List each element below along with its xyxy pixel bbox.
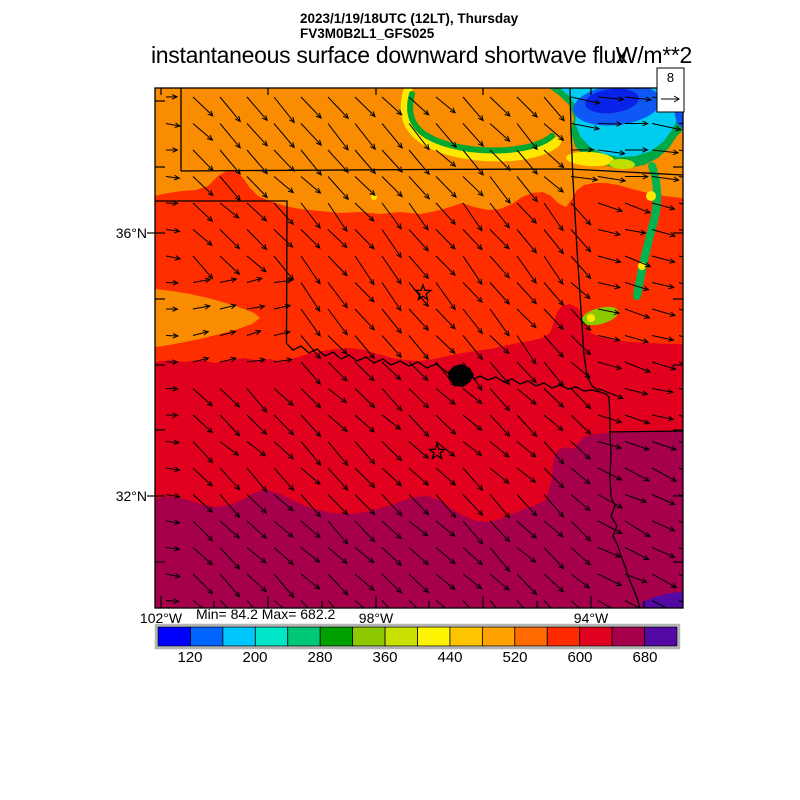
colorbar-cell [254, 626, 289, 647]
colorbar-cell [514, 626, 548, 647]
y-axis-label-32n: 32°N [115, 488, 147, 504]
y-axis-label-36n: 36°N [115, 225, 147, 241]
colorbar-cell [352, 626, 386, 647]
colorbar-cell [222, 626, 256, 647]
colorbar-label: 280 [307, 649, 333, 666]
colorbar-label: 600 [567, 649, 593, 666]
colorbar-label: 440 [437, 649, 463, 666]
colorbar-cell [481, 626, 516, 647]
wind-vectors [165, 94, 683, 608]
header-datetime: 2023/1/19/18UTC (12LT), Thursday [300, 11, 519, 26]
colorbar-label: 520 [502, 649, 528, 666]
x-axis-label-98w: 98°W [358, 610, 394, 626]
colorbar-cell [287, 626, 321, 647]
axis-ticks [147, 88, 683, 608]
cloud-low-flux-region [371, 88, 683, 326]
colorbar-cell [579, 626, 613, 647]
colorbar-cell [190, 626, 224, 647]
colorbar-cell [546, 626, 581, 647]
colorbar-label: 680 [632, 649, 658, 666]
x-axis-label-102w: 102°W [139, 610, 183, 626]
colorbar-label: 120 [177, 649, 203, 666]
colorbar-cell [417, 626, 451, 647]
colorbar-cell [157, 626, 191, 647]
page-title: instantaneous surface downward shortwave… [151, 42, 628, 68]
wedge-orange-west [155, 289, 260, 347]
map-field [155, 88, 683, 608]
units-label: W/m**2 [615, 42, 692, 68]
colorbar [154, 623, 681, 650]
colorbar-label: 200 [242, 649, 268, 666]
wind-reference-value: 8 [666, 70, 675, 85]
wind-reference-key [656, 67, 685, 113]
min-max-readout: Min= 84.2 Max= 682.2 [196, 606, 336, 622]
patch-purple-se [642, 592, 683, 608]
colorbar-cell [644, 626, 678, 647]
colorbar-cell [611, 626, 645, 647]
colorbar-cell [449, 626, 483, 647]
x-axis-label-94w: 94°W [573, 610, 609, 626]
colorbar-cell [384, 626, 418, 647]
city-star-marker [427, 442, 447, 461]
colorbar-cell [319, 626, 354, 647]
map-frame [154, 87, 684, 609]
city-star-marker [413, 283, 433, 302]
band-maroon [155, 431, 683, 608]
header-model: FV3M0B2L1_GFS025 [300, 26, 435, 41]
colorbar-label: 360 [372, 649, 398, 666]
